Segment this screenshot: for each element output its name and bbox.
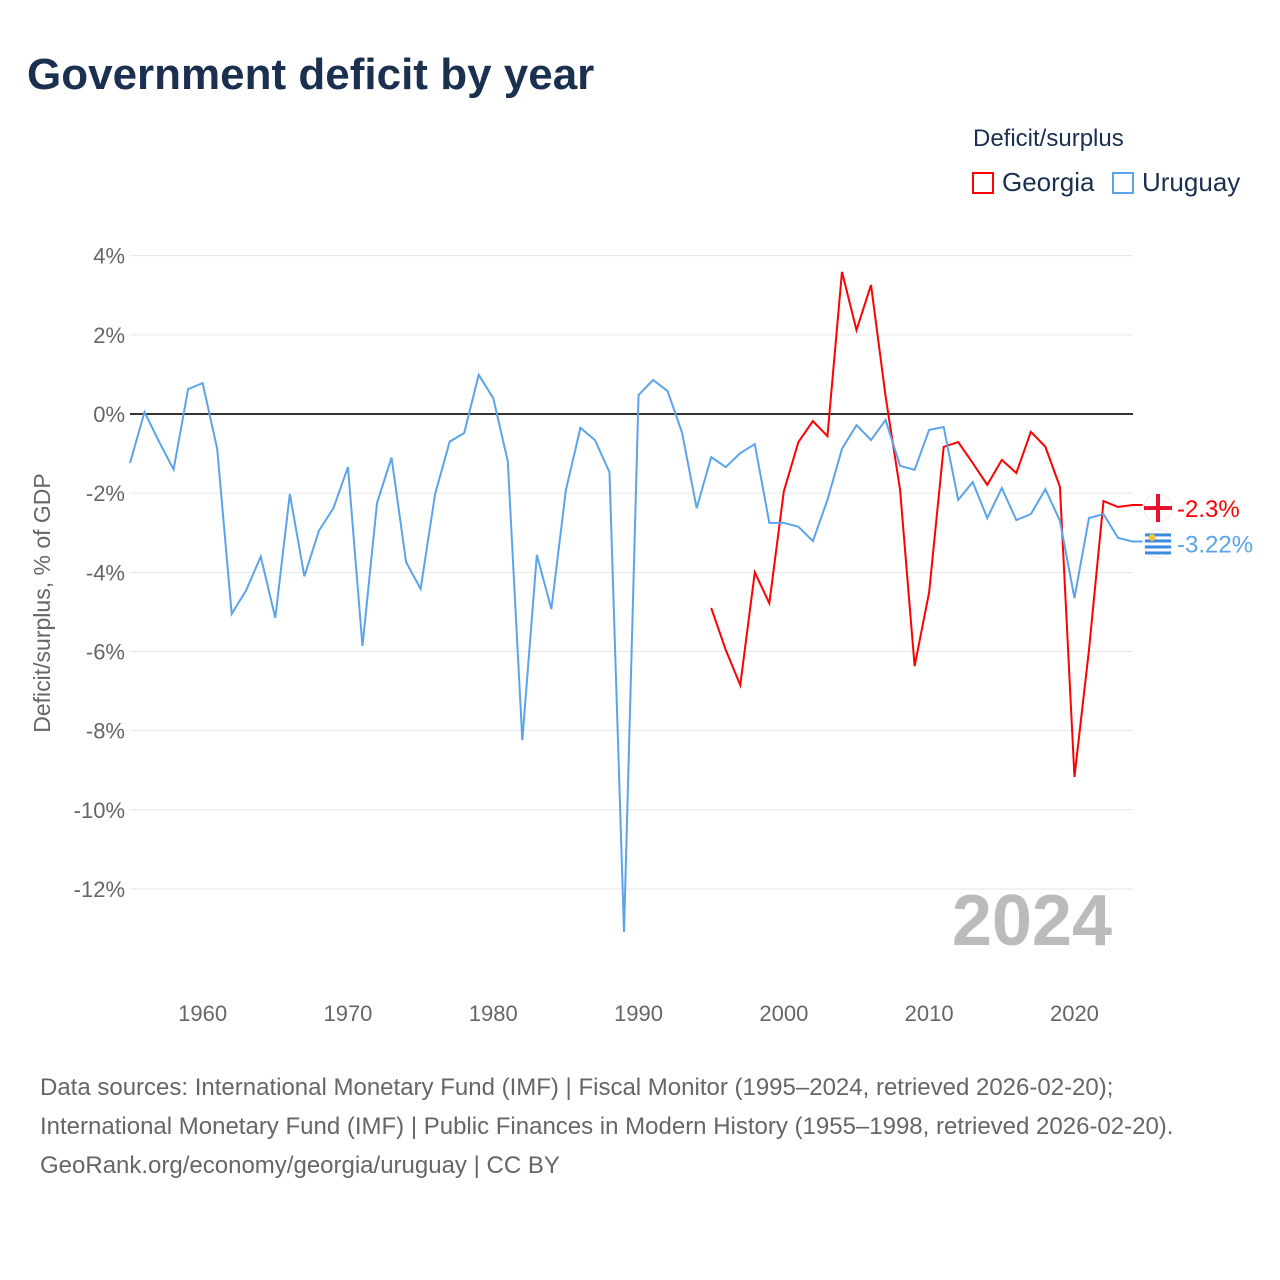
y-tick-label: -4% — [86, 560, 125, 585]
x-tick-label: 2000 — [759, 1001, 808, 1026]
y-tick-label: -2% — [86, 481, 125, 506]
legend-title: Deficit/surplus — [973, 125, 1124, 152]
line-chart: 4% 2% 0% -2% -4% -6% -8% -10% -12% 1960 1970 1980 19… — [29, 244, 1253, 1026]
flag-stripe — [1145, 545, 1171, 549]
sources-text: Data sources: International Monetary Fun… — [40, 1074, 1174, 1140]
year-watermark: 2024 — [952, 881, 1112, 961]
flag-sun — [1148, 533, 1156, 541]
legend-swatch — [1112, 171, 1134, 194]
flag-stripe — [1145, 551, 1171, 555]
x-tick-label: 1980 — [469, 1001, 518, 1026]
x-tick-label: 2010 — [905, 1001, 954, 1026]
data-sources: Data sources: International Monetary Fun… — [40, 1068, 1240, 1185]
y-tick-label: -8% — [86, 719, 125, 744]
y-tick-label: 2% — [93, 323, 125, 348]
y-tick-label: 0% — [93, 402, 125, 427]
legend-item-uruguay[interactable]: Uruguay — [1112, 167, 1240, 198]
end-value-label: -3.22% — [1177, 531, 1253, 558]
x-tick-label: 1960 — [178, 1001, 227, 1026]
series-line-uruguay — [129, 372, 1143, 933]
series-line-georgia — [710, 271, 1143, 778]
y-tick-label: -12% — [74, 877, 125, 902]
y-tick-label: -10% — [74, 798, 125, 823]
y-tick-label: 4% — [93, 244, 125, 269]
y-tick-label: -6% — [86, 639, 125, 664]
legend-swatch — [972, 171, 994, 194]
footer-link[interactable]: GeoRank.org/economy/georgia/uruguay | CC… — [40, 1152, 560, 1179]
y-axis-label: Deficit/surplus, % of GDP — [29, 473, 55, 732]
legend-item-georgia[interactable]: Georgia — [972, 167, 1095, 198]
chart-title: Government deficit by year — [27, 50, 595, 99]
legend-label: Georgia — [1002, 167, 1095, 197]
x-tick-label: 1990 — [614, 1001, 663, 1026]
flag-cross — [1156, 494, 1160, 523]
end-value-label: -2.3% — [1177, 496, 1240, 523]
flag-stripe — [1145, 539, 1171, 543]
x-tick-label: 2020 — [1050, 1001, 1099, 1026]
legend-label: Uruguay — [1142, 167, 1241, 197]
flag-stripe — [1145, 533, 1171, 537]
x-tick-label: 1970 — [323, 1001, 372, 1026]
